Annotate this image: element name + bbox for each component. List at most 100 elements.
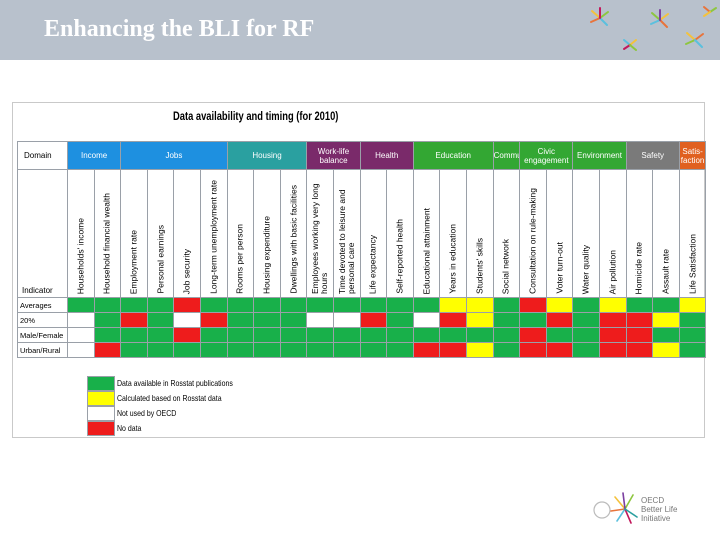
indicator-name: Years in education: [447, 224, 458, 294]
data-availability-table: Domain Income Jobs Housing Work-life balance…: [17, 141, 707, 358]
status-cell: [465, 297, 494, 313]
legend-swatch: [87, 391, 115, 406]
domain-header: Safety: [625, 141, 680, 170]
status-cell: [279, 327, 308, 343]
indicator-name: Rooms per person: [234, 224, 245, 294]
indicator-name: Housing expenditure: [261, 216, 272, 294]
status-cell: [572, 327, 600, 343]
indicator-header: Households' income: [67, 169, 95, 298]
status-cell: [545, 342, 574, 358]
status-cell: [678, 342, 707, 358]
indicator-name: Dwellings with basic facilities: [288, 185, 299, 294]
indicator-name: Long-term unemployment rate: [208, 180, 219, 294]
status-cell: [93, 297, 122, 313]
indicator-header: Employees working very long hours: [306, 169, 335, 298]
status-cell: [652, 297, 680, 313]
status-cell: [625, 312, 654, 328]
status-cell: [67, 297, 95, 313]
data-availability-table-panel: Data availability and timing (for 2010) …: [12, 102, 707, 438]
indicator-name: Voter turn-out: [554, 242, 565, 294]
status-cell: [93, 342, 122, 358]
status-cell: [678, 327, 707, 343]
status-cell: [412, 297, 441, 313]
status-cell: [599, 312, 627, 328]
status-cell: [226, 297, 255, 313]
legend-text: Data available in Rosstat publications: [117, 378, 233, 388]
table-row: Averages: [17, 297, 707, 313]
status-cell: [146, 342, 175, 358]
domain-header: Environment: [572, 141, 627, 170]
status-cell: [519, 342, 547, 358]
slide-header: Enhancing the BLI for RF: [0, 0, 720, 60]
status-cell: [146, 327, 175, 343]
indicator-name: Students' skills: [474, 238, 485, 294]
indicator-name: Life Satisfaction: [687, 233, 698, 294]
slide-title: Enhancing the BLI for RF: [44, 16, 315, 42]
indicator-header: Social network: [492, 169, 521, 298]
indicator-header: Students' skills: [465, 169, 494, 298]
status-cell: [678, 312, 707, 328]
legend-item: No data: [87, 421, 222, 436]
status-cell: [465, 327, 494, 343]
status-cell: [199, 297, 228, 313]
indicator-header: Housing expenditure: [253, 169, 281, 298]
status-cell: [359, 297, 388, 313]
row-label: 20%: [17, 312, 68, 328]
domain-header: Education: [412, 141, 494, 170]
indicator-header: Self-reported health: [386, 169, 414, 298]
indicator-header: Homicide rate: [625, 169, 654, 298]
status-cell: [199, 327, 228, 343]
table-row: Male/Female: [17, 327, 707, 343]
decorative-flower-icons: [590, 6, 717, 51]
status-cell: [545, 327, 574, 343]
indicator-label: Indicator: [17, 169, 68, 298]
status-cell: [146, 297, 175, 313]
status-cell: [67, 342, 95, 358]
indicator-name: Life expectancy: [367, 234, 378, 294]
status-cell: [599, 342, 627, 358]
status-cell: [412, 312, 441, 328]
indicator-name: Time devoted to leisure and personal car…: [336, 189, 356, 294]
status-cell: [67, 312, 95, 328]
domain-header: Health: [359, 141, 414, 170]
indicator-header: Air pollution: [599, 169, 627, 298]
legend-swatch: [87, 406, 115, 421]
status-cell: [173, 312, 201, 328]
legend-text: Not used by OECD: [117, 408, 177, 418]
indicator-header: Voter turn-out: [545, 169, 574, 298]
row-label: Averages: [17, 297, 68, 313]
status-cell: [652, 342, 680, 358]
status-cell: [652, 327, 680, 343]
indicator-name: Social network: [500, 238, 511, 294]
status-cell: [173, 297, 201, 313]
status-cell: [120, 327, 148, 343]
status-cell: [67, 327, 95, 343]
indicator-header: Life Satisfaction: [678, 169, 707, 298]
status-cell: [652, 312, 680, 328]
status-cell: [492, 342, 521, 358]
status-cell: [306, 297, 335, 313]
status-cell: [599, 327, 627, 343]
indicator-name: Personal earnings: [155, 225, 166, 294]
status-cell: [519, 312, 547, 328]
status-cell: [306, 327, 335, 343]
legend-item: Data available in Rosstat publications: [87, 376, 233, 391]
status-cell: [625, 297, 654, 313]
status-cell: [333, 342, 361, 358]
status-cell: [519, 327, 547, 343]
legend-swatch: [87, 376, 115, 391]
indicator-header: Job security: [173, 169, 201, 298]
indicator-name: Water quality: [580, 244, 591, 294]
status-cell: [279, 312, 308, 328]
row-label: Male/Female: [17, 327, 68, 343]
indicator-header: Consultation on rule-making: [519, 169, 547, 298]
status-cell: [226, 342, 255, 358]
status-cell: [333, 312, 361, 328]
indicator-header: Household financial wealth: [93, 169, 122, 298]
indicator-header: Long-term unemployment rate: [199, 169, 228, 298]
status-cell: [226, 327, 255, 343]
indicator-name: Employees working very long hours: [310, 183, 330, 294]
indicator-name: Self-reported health: [394, 219, 405, 294]
status-cell: [465, 312, 494, 328]
table-row: 20%: [17, 312, 707, 328]
